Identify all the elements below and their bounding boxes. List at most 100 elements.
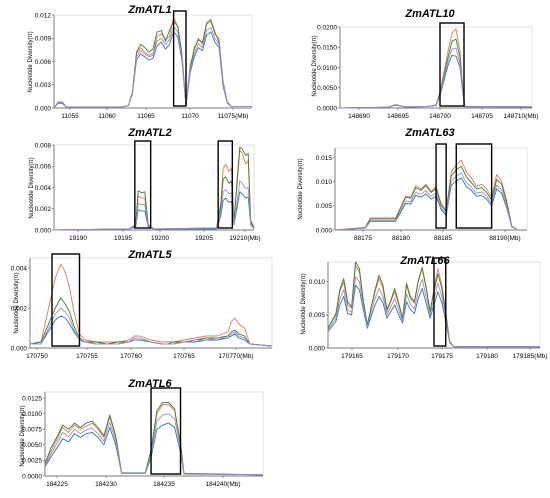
y-tick-label: 0.0025 <box>22 458 42 465</box>
x-tick-label: 170755 <box>76 353 98 360</box>
x-tick-label: 88185 <box>434 235 452 242</box>
highlight-box <box>435 143 447 229</box>
y-tick-label: 0.000 <box>35 227 52 234</box>
series-line <box>339 38 533 109</box>
x-tick-label: 170750 <box>26 353 48 360</box>
chart-panel: ZmATL5 Nucleotide Diversity(π) 0.000 0.002 0… <box>11 249 273 360</box>
y-tick-label: 0.012 <box>35 12 52 19</box>
y-tick-label: 0.003 <box>35 82 52 89</box>
x-tick-label: 88180 <box>392 235 410 242</box>
y-tick-label: 0.002 <box>35 206 52 213</box>
x-tick-label: 184225 <box>46 481 68 488</box>
x-tick-label: 19190 <box>69 235 87 242</box>
y-axis-label: Nucleotide Diversity(π) <box>301 273 307 334</box>
series-line <box>327 261 540 348</box>
x-tick-label: 179165 <box>341 353 363 360</box>
x-tick-label: 184230 <box>95 481 117 488</box>
x-tick-label: 148695 <box>387 113 409 120</box>
highlight-box <box>455 143 493 229</box>
y-tick-label: 0.000 <box>316 227 333 234</box>
y-tick-label: 0.0000 <box>22 473 42 480</box>
series-line <box>53 149 255 231</box>
chart-title: ZmATL63 <box>404 127 454 139</box>
y-tick-label: 0.006 <box>35 59 52 66</box>
y-axis-label: Nucleotide Diversity(π) <box>312 35 318 96</box>
series-line <box>53 146 255 231</box>
plot-frame <box>339 26 533 109</box>
series-line <box>29 297 273 347</box>
highlight-box <box>439 22 465 107</box>
x-tick-label: 11070 <box>181 113 199 120</box>
x-tick-label: 148710(Mb) <box>503 113 538 120</box>
chart-title: ZmATL66 <box>399 255 450 267</box>
y-tick-label: 0.0075 <box>22 427 42 434</box>
x-tick-label: 148705 <box>471 113 493 120</box>
plot-frame <box>53 144 255 231</box>
y-axis-label: Nucleotide Diversity(π) <box>14 272 20 333</box>
highlight-box <box>150 387 182 475</box>
x-tick-label: 11055 <box>61 113 79 120</box>
series-line <box>44 413 264 476</box>
series-line <box>327 284 540 348</box>
y-tick-label: 0.002 <box>11 305 28 312</box>
y-tick-label: 0.010 <box>316 179 333 186</box>
chart-title: ZmATL1 <box>127 4 171 16</box>
series-line <box>334 159 518 231</box>
x-tick-label: 19210(Mb) <box>229 235 260 242</box>
series-line <box>339 54 532 109</box>
chart-panel: ZmATL66 Nucleotide Diversity(π) 0.000 0.005… <box>301 255 548 360</box>
y-tick-label: 0.005 <box>309 312 326 319</box>
series-line <box>339 47 533 109</box>
x-tick-label: 179170 <box>387 353 409 360</box>
x-tick-label: 11060 <box>98 113 116 120</box>
highlight-box <box>51 253 81 347</box>
y-tick-label: 0.008 <box>35 142 52 149</box>
chart-panel: ZmATL6 Nucleotide Diversity(π) 0.0000 0.002… <box>20 378 264 488</box>
x-tick-label: 179180 <box>476 353 498 360</box>
y-tick-label: 0.0050 <box>317 85 337 92</box>
y-tick-label: 0.009 <box>35 36 52 43</box>
chart-panel: ZmATL10 Nucleotide Diversity(π) 0.0000 0.00… <box>312 8 539 120</box>
x-tick-label: 11075(Mb) <box>218 113 249 120</box>
y-tick-label: 0.006 <box>35 164 52 171</box>
plot-frame <box>53 14 253 109</box>
y-tick-label: 0.0200 <box>317 24 337 31</box>
series-line <box>53 180 255 231</box>
y-tick-label: 0.000 <box>35 105 52 112</box>
series-line <box>327 276 540 348</box>
series-line <box>53 191 255 231</box>
y-axis-label: Nucleotide Diversity(π) <box>20 405 26 466</box>
y-tick-label: 0.0150 <box>317 45 337 52</box>
x-tick-label: 19195 <box>114 235 132 242</box>
y-tick-label: 0.000 <box>309 345 326 352</box>
plot-frame <box>334 147 528 231</box>
series-line <box>53 26 252 109</box>
x-tick-label: 88175 <box>354 235 372 242</box>
series-line <box>53 16 252 109</box>
y-tick-label: 0.004 <box>35 185 52 192</box>
chart-panel: ZmATL2 Nucleotide Diversity(π) 0.000 0.002 0… <box>29 127 261 242</box>
series-line <box>29 263 273 347</box>
series-line <box>44 422 264 476</box>
x-tick-label: 11065 <box>137 113 155 120</box>
chart-title: ZmATL2 <box>127 127 171 139</box>
y-tick-label: 0.0100 <box>317 65 337 72</box>
y-tick-label: 0.000 <box>11 345 28 352</box>
x-tick-label: 148690 <box>348 113 370 120</box>
y-tick-label: 0.015 <box>316 155 333 162</box>
series-line <box>30 315 273 347</box>
y-tick-label: 0.004 <box>11 265 28 272</box>
highlight-box <box>134 140 152 229</box>
chart-title: ZmATL10 <box>404 8 455 20</box>
series-line <box>339 28 533 109</box>
x-tick-label: 184240(Mb) <box>205 481 240 488</box>
x-tick-label: 148700 <box>429 113 451 120</box>
x-tick-label: 170770(Mb) <box>218 353 253 360</box>
chart-title: ZmATL6 <box>127 378 172 390</box>
y-tick-label: 0.0100 <box>22 411 42 418</box>
series-line <box>334 177 518 231</box>
series-line <box>334 172 518 231</box>
y-tick-label: 0.0050 <box>22 442 42 449</box>
series-line <box>44 402 264 476</box>
